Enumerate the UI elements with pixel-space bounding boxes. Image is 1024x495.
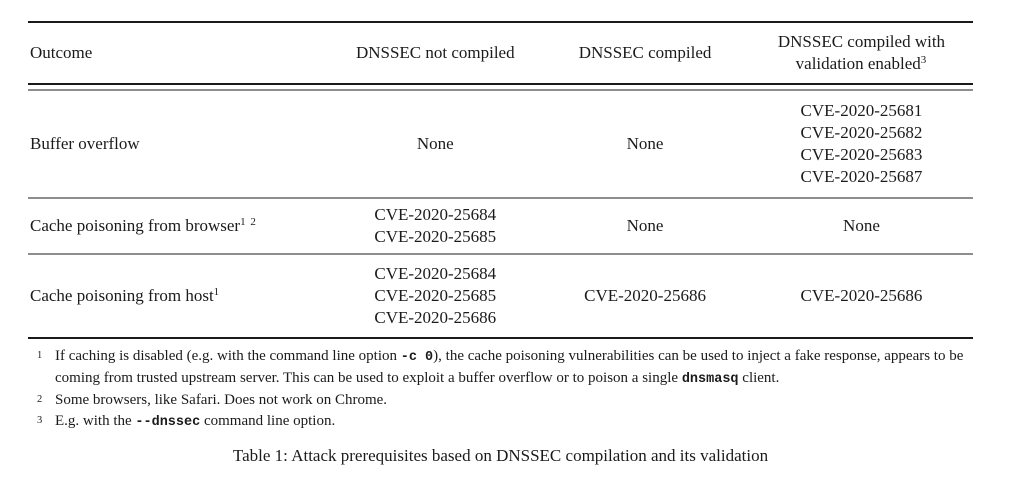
header-double-rule-top bbox=[28, 83, 973, 85]
row-cell-outcome: Buffer overflow bbox=[30, 134, 140, 153]
header-double-rule-bottom bbox=[28, 89, 973, 91]
row-separator-rule bbox=[28, 197, 973, 199]
row-cell-not-compiled: CVE-2020-25684 CVE-2020-25685 bbox=[330, 204, 540, 248]
table-top-rule bbox=[28, 21, 973, 23]
footnote-1: 1 If caching is disabled (e.g. with the c… bbox=[28, 346, 973, 390]
row-separator-rule bbox=[28, 253, 973, 255]
code-dnsmasq: dnsmasq bbox=[681, 372, 739, 387]
row-cell-not-compiled: CVE-2020-25684 CVE-2020-25685 CVE-2020-2… bbox=[330, 263, 540, 329]
row-cell-not-compiled: None bbox=[416, 134, 454, 153]
row-cell-outcome: Cache poisoning from browser1 2 bbox=[30, 216, 257, 235]
row-cell-compiled: None bbox=[626, 134, 664, 153]
document-page: Outcome DNSSEC not compiled DNSSEC compi… bbox=[28, 21, 973, 465]
header-label-outcome: Outcome bbox=[30, 43, 93, 62]
header-label-validation-line2: validation enabled3 bbox=[795, 54, 928, 73]
table-bottom-rule bbox=[28, 337, 973, 339]
code-cache-option: -c 0 bbox=[400, 350, 434, 365]
table-row-buffer-overflow: Buffer overflow None None CVE-2020-25681… bbox=[28, 91, 973, 197]
header-cell-validation: DNSSEC compiled with validation enabled3 bbox=[750, 31, 973, 75]
row-cell-validation: CVE-2020-25686 bbox=[800, 286, 923, 305]
cve-item: CVE-2020-25684 bbox=[374, 264, 497, 283]
row-cell-validation: CVE-2020-25681 CVE-2020-25682 CVE-2020-2… bbox=[750, 100, 973, 188]
header-label-not-compiled: DNSSEC not compiled bbox=[355, 43, 515, 62]
cve-item: CVE-2020-25685 bbox=[374, 227, 497, 246]
attack-prerequisites-table: Outcome DNSSEC not compiled DNSSEC compi… bbox=[28, 21, 973, 433]
table-header-row: Outcome DNSSEC not compiled DNSSEC compi… bbox=[28, 23, 973, 83]
row-cell-compiled: CVE-2020-25686 bbox=[584, 286, 706, 305]
cve-item: CVE-2020-25685 bbox=[374, 286, 497, 305]
cve-item: CVE-2020-25683 bbox=[800, 145, 923, 164]
footnote-3: 3 E.g. with the --dnssec command line opt… bbox=[28, 411, 973, 433]
header-label-validation-line1: DNSSEC compiled with bbox=[777, 32, 946, 51]
row-cell-compiled: None bbox=[626, 216, 664, 235]
table-row-cache-poisoning-browser: Cache poisoning from browser1 2 CVE-2020… bbox=[28, 199, 973, 253]
footnote-2: 2 Some browsers, like Safari. Does not wo… bbox=[28, 390, 973, 411]
table-row-cache-poisoning-host: Cache poisoning from host1 CVE-2020-2568… bbox=[28, 255, 973, 337]
cve-item: CVE-2020-25687 bbox=[800, 167, 923, 186]
cve-item: CVE-2020-25682 bbox=[800, 123, 923, 142]
footnote-ref-3: 3 bbox=[920, 54, 928, 66]
row-cell-outcome: Cache poisoning from host1 bbox=[30, 286, 221, 305]
cve-item: CVE-2020-25684 bbox=[374, 205, 497, 224]
footnote-ref-1-2: 1 2 bbox=[240, 216, 257, 228]
header-cell-outcome: Outcome bbox=[28, 43, 330, 63]
footnote-3-marker: 3 bbox=[37, 415, 43, 426]
footnote-2-marker: 2 bbox=[37, 394, 43, 405]
header-cell-compiled: DNSSEC compiled bbox=[540, 43, 750, 63]
footnote-1-marker: 1 bbox=[37, 350, 43, 361]
footnote-ref-1: 1 bbox=[213, 286, 221, 298]
table-caption: Table 1: Attack prerequisites based on D… bbox=[232, 446, 769, 465]
code-dnssec-option: --dnssec bbox=[135, 415, 201, 430]
header-cell-not-compiled: DNSSEC not compiled bbox=[330, 43, 540, 63]
row-cell-validation: None bbox=[843, 216, 880, 235]
header-label-compiled: DNSSEC compiled bbox=[578, 43, 712, 62]
table-footnotes: 1 If caching is disabled (e.g. with the c… bbox=[28, 339, 973, 433]
cve-item: CVE-2020-25686 bbox=[374, 308, 497, 327]
cve-item: CVE-2020-25681 bbox=[800, 101, 923, 120]
